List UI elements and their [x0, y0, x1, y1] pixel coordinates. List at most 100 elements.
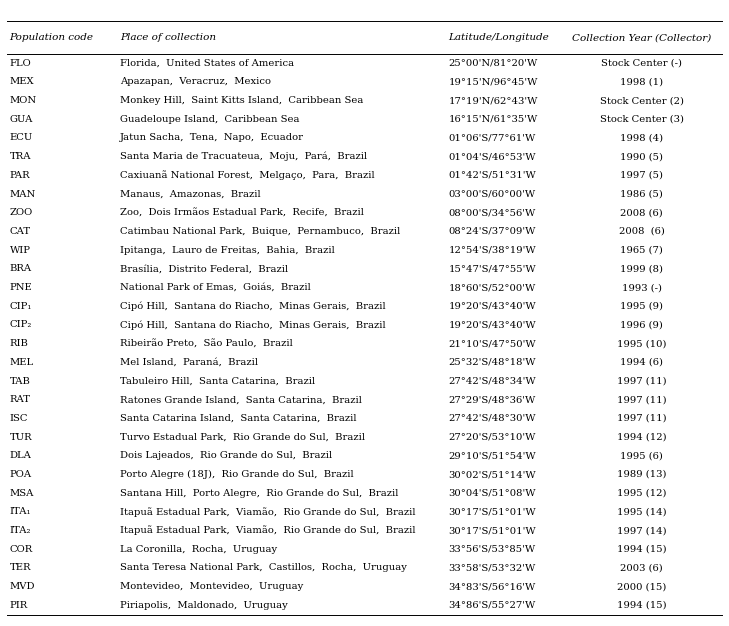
- Text: Mel Island,  Paraná,  Brazil: Mel Island, Paraná, Brazil: [120, 358, 258, 367]
- Text: Stock Center (3): Stock Center (3): [599, 115, 684, 124]
- Text: 16°15'N/61°35'W: 16°15'N/61°35'W: [448, 115, 537, 124]
- Text: 21°10'S/47°50'W: 21°10'S/47°50'W: [448, 339, 536, 348]
- Text: TUR: TUR: [9, 433, 32, 441]
- Text: 1997 (5): 1997 (5): [620, 171, 663, 180]
- Text: TER: TER: [9, 563, 31, 573]
- Text: Population code: Population code: [9, 33, 93, 42]
- Text: Apazapan,  Veracruz,  Mexico: Apazapan, Veracruz, Mexico: [120, 78, 271, 86]
- Text: 34°83'S/56°16'W: 34°83'S/56°16'W: [448, 582, 536, 591]
- Text: CAT: CAT: [9, 227, 31, 236]
- Text: 30°04'S/51°08'W: 30°04'S/51°08'W: [448, 489, 536, 498]
- Text: 19°20'S/43°40'W: 19°20'S/43°40'W: [448, 302, 536, 310]
- Text: Itapuã Estadual Park,  Viamão,  Rio Grande do Sul,  Brazil: Itapuã Estadual Park, Viamão, Rio Grande…: [120, 507, 416, 517]
- Text: Ribeirão Preto,  São Paulo,  Brazil: Ribeirão Preto, São Paulo, Brazil: [120, 339, 293, 348]
- Text: 1995 (6): 1995 (6): [620, 451, 663, 460]
- Text: 27°20'S/53°10'W: 27°20'S/53°10'W: [448, 433, 536, 441]
- Text: Latitude/Longitude: Latitude/Longitude: [448, 33, 549, 42]
- Text: DLA: DLA: [9, 451, 31, 460]
- Text: 25°00'N/81°20'W: 25°00'N/81°20'W: [448, 59, 537, 68]
- Text: Santa Teresa National Park,  Castillos,  Rocha,  Uruguay: Santa Teresa National Park, Castillos, R…: [120, 563, 408, 573]
- Text: 27°42'S/48°34'W: 27°42'S/48°34'W: [448, 376, 536, 386]
- Text: RAT: RAT: [9, 395, 31, 404]
- Text: MSA: MSA: [9, 489, 34, 498]
- Text: 19°20'S/43°40'W: 19°20'S/43°40'W: [448, 321, 536, 329]
- Text: 08°24'S/37°09'W: 08°24'S/37°09'W: [448, 227, 536, 236]
- Text: Monkey Hill,  Saint Kitts Island,  Caribbean Sea: Monkey Hill, Saint Kitts Island, Caribbe…: [120, 96, 364, 105]
- Text: PAR: PAR: [9, 171, 30, 180]
- Text: 33°58'S/53°32'W: 33°58'S/53°32'W: [448, 563, 536, 573]
- Text: 1997 (11): 1997 (11): [617, 395, 666, 404]
- Text: 1998 (1): 1998 (1): [620, 78, 663, 86]
- Text: Jatun Sacha,  Tena,  Napo,  Ecuador: Jatun Sacha, Tena, Napo, Ecuador: [120, 133, 304, 143]
- Text: Cipó Hill,  Santana do Riacho,  Minas Gerais,  Brazil: Cipó Hill, Santana do Riacho, Minas Gera…: [120, 320, 386, 330]
- Text: Brasília,  Distrito Federal,  Brazil: Brasília, Distrito Federal, Brazil: [120, 264, 289, 274]
- Text: 1995 (9): 1995 (9): [620, 302, 663, 310]
- Text: CIP₂: CIP₂: [9, 321, 32, 329]
- Text: Montevideo,  Montevideo,  Uruguay: Montevideo, Montevideo, Uruguay: [120, 582, 303, 591]
- Text: Place of collection: Place of collection: [120, 33, 217, 42]
- Text: Stock Center (-): Stock Center (-): [601, 59, 682, 68]
- Text: Piriapolis,  Maldonado,  Uruguay: Piriapolis, Maldonado, Uruguay: [120, 601, 288, 610]
- Text: POA: POA: [9, 470, 31, 479]
- Text: 19°15'N/96°45'W: 19°15'N/96°45'W: [448, 78, 538, 86]
- Text: Santa Catarina Island,  Santa Catarina,  Brazil: Santa Catarina Island, Santa Catarina, B…: [120, 414, 356, 423]
- Text: GUA: GUA: [9, 115, 33, 124]
- Text: 29°10'S/51°54'W: 29°10'S/51°54'W: [448, 451, 536, 460]
- Text: 30°17'S/51°01'W: 30°17'S/51°01'W: [448, 526, 536, 535]
- Text: 1997 (11): 1997 (11): [617, 414, 666, 423]
- Text: 01°04'S/46°53'W: 01°04'S/46°53'W: [448, 152, 536, 161]
- Text: 30°17'S/51°01'W: 30°17'S/51°01'W: [448, 508, 536, 516]
- Text: 2008 (6): 2008 (6): [620, 208, 663, 217]
- Text: Florida,  United States of America: Florida, United States of America: [120, 59, 295, 68]
- Text: Ipitanga,  Lauro de Freitas,  Bahia,  Brazil: Ipitanga, Lauro de Freitas, Bahia, Brazi…: [120, 245, 335, 255]
- Text: 1999 (8): 1999 (8): [620, 264, 663, 274]
- Text: 2000 (15): 2000 (15): [617, 582, 666, 591]
- Text: RIB: RIB: [9, 339, 28, 348]
- Text: National Park of Emas,  Goiás,  Brazil: National Park of Emas, Goiás, Brazil: [120, 283, 311, 292]
- Text: Turvo Estadual Park,  Rio Grande do Sul,  Brazil: Turvo Estadual Park, Rio Grande do Sul, …: [120, 433, 365, 441]
- Text: Tabuleiro Hill,  Santa Catarina,  Brazil: Tabuleiro Hill, Santa Catarina, Brazil: [120, 376, 316, 386]
- Text: PNE: PNE: [9, 283, 32, 292]
- Text: TAB: TAB: [9, 376, 31, 386]
- Text: 30°02'S/51°14'W: 30°02'S/51°14'W: [448, 470, 536, 479]
- Text: 17°19'N/62°43'W: 17°19'N/62°43'W: [448, 96, 538, 105]
- Text: 01°06'S/77°61'W: 01°06'S/77°61'W: [448, 133, 536, 143]
- Text: 1990 (5): 1990 (5): [620, 152, 663, 161]
- Text: MEX: MEX: [9, 78, 34, 86]
- Text: 1997 (14): 1997 (14): [617, 526, 666, 535]
- Text: 2008  (6): 2008 (6): [619, 227, 664, 236]
- Text: 1995 (10): 1995 (10): [617, 339, 666, 348]
- Text: Dois Lajeados,  Rio Grande do Sul,  Brazil: Dois Lajeados, Rio Grande do Sul, Brazil: [120, 451, 332, 460]
- Text: Zoo,  Dois Irmãos Estadual Park,  Recife,  Brazil: Zoo, Dois Irmãos Estadual Park, Recife, …: [120, 208, 364, 217]
- Text: 34°86'S/55°27'W: 34°86'S/55°27'W: [448, 601, 536, 610]
- Text: Guadeloupe Island,  Caribbean Sea: Guadeloupe Island, Caribbean Sea: [120, 115, 300, 124]
- Text: 1994 (12): 1994 (12): [617, 433, 666, 441]
- Text: 33°56'S/53°85'W: 33°56'S/53°85'W: [448, 545, 536, 554]
- Text: Porto Alegre (18J),  Rio Grande do Sul,  Brazil: Porto Alegre (18J), Rio Grande do Sul, B…: [120, 470, 354, 479]
- Text: ITA₁: ITA₁: [9, 508, 31, 516]
- Text: 1995 (12): 1995 (12): [617, 489, 666, 498]
- Text: 15°47'S/47°55'W: 15°47'S/47°55'W: [448, 264, 536, 274]
- Text: 1993 (-): 1993 (-): [622, 283, 661, 292]
- Text: MON: MON: [9, 96, 36, 105]
- Text: 25°32'S/48°18'W: 25°32'S/48°18'W: [448, 358, 536, 367]
- Text: 2003 (6): 2003 (6): [620, 563, 663, 573]
- Text: 12°54'S/38°19'W: 12°54'S/38°19'W: [448, 245, 536, 255]
- Text: 18°60'S/52°00'W: 18°60'S/52°00'W: [448, 283, 536, 292]
- Text: BRA: BRA: [9, 264, 31, 274]
- Text: 1998 (4): 1998 (4): [620, 133, 663, 143]
- Text: 1994 (15): 1994 (15): [617, 601, 666, 610]
- Text: Itapuã Estadual Park,  Viamão,  Rio Grande do Sul,  Brazil: Itapuã Estadual Park, Viamão, Rio Grande…: [120, 526, 416, 535]
- Text: 1986 (5): 1986 (5): [620, 190, 663, 198]
- Text: WIP: WIP: [9, 245, 31, 255]
- Text: 1965 (7): 1965 (7): [620, 245, 663, 255]
- Text: Cipó Hill,  Santana do Riacho,  Minas Gerais,  Brazil: Cipó Hill, Santana do Riacho, Minas Gera…: [120, 302, 386, 311]
- Text: FLO: FLO: [9, 59, 31, 68]
- Text: ITA₂: ITA₂: [9, 526, 31, 535]
- Text: 08°00'S/34°56'W: 08°00'S/34°56'W: [448, 208, 536, 217]
- Text: 03°00'S/60°00'W: 03°00'S/60°00'W: [448, 190, 536, 198]
- Text: 1996 (9): 1996 (9): [620, 321, 663, 329]
- Text: Catimbau National Park,  Buique,  Pernambuco,  Brazil: Catimbau National Park, Buique, Pernambu…: [120, 227, 400, 236]
- Text: TRA: TRA: [9, 152, 31, 161]
- Text: 27°29'S/48°36'W: 27°29'S/48°36'W: [448, 395, 536, 404]
